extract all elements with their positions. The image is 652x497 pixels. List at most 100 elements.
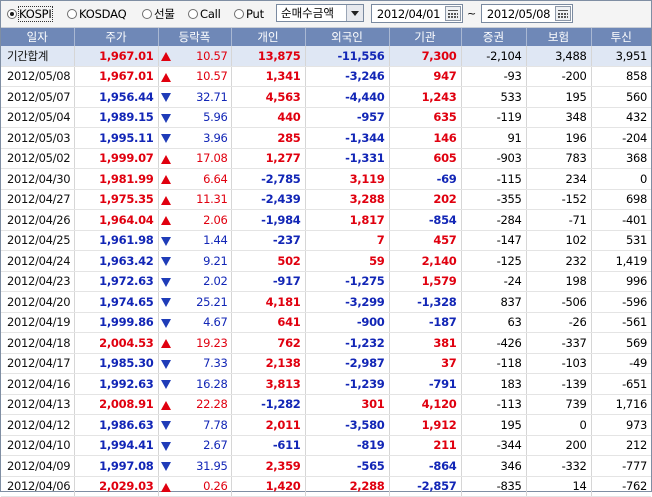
- end-date-field[interactable]: 2012/05/08: [481, 4, 573, 23]
- price-cell: 1,964.04: [74, 209, 159, 231]
- trust-cell: 698: [591, 189, 651, 210]
- table-row[interactable]: 2012/04/09 1,997.08 31.95 2,359 -565 -864 346-…: [1, 455, 651, 477]
- change-value: 19.23: [196, 335, 228, 350]
- inst-cell: 457: [389, 230, 462, 251]
- date-cell: 기간합계: [1, 46, 75, 67]
- table-row[interactable]: 2012/04/18 2,004.53 19.23 762 -1,232 381 -426-…: [1, 332, 651, 354]
- trust-cell: -204: [591, 127, 651, 149]
- calendar-icon[interactable]: [445, 6, 461, 21]
- trust-cell: 996: [591, 271, 651, 292]
- table-row[interactable]: 2012/04/06 2,029.03 0.26 1,420 2,288 -2,857 -8…: [1, 476, 651, 497]
- table-row[interactable]: 2012/04/24 1,963.42 9.21 502 59 2,140 -125 232 1…: [1, 250, 651, 272]
- indiv-cell: 13,875: [231, 46, 306, 67]
- table-row[interactable]: 2012/04/30 1,981.99 6.64 -2,785 3,119 -69 -115…: [1, 168, 651, 190]
- inst-cell: 7,300: [389, 46, 462, 67]
- table-row[interactable]: 2012/04/25 1,961.98 1.44 -237 7 457 -147 102 531: [1, 230, 651, 251]
- table-row[interactable]: 2012/05/02 1,999.07 17.08 1,277 -1,331 605 -90…: [1, 148, 651, 169]
- change-value: 32.71: [196, 89, 228, 104]
- trust-cell: 3,951: [591, 46, 651, 67]
- radio-futures[interactable]: 선물: [142, 6, 175, 22]
- price-cell: 1,992.63: [74, 373, 159, 395]
- table-row[interactable]: 2012/04/23 1,972.63 2.02 -917 -1,275 1,579 -24…: [1, 271, 651, 292]
- col-header-securities[interactable]: 증권: [461, 28, 527, 46]
- change-value: 2.02: [203, 274, 228, 289]
- radio-dot-icon: [188, 9, 198, 19]
- col-header-change[interactable]: 등락폭: [158, 28, 232, 46]
- sec-cell: -113: [461, 394, 527, 415]
- date-cell: 2012/04/25: [1, 230, 75, 251]
- up-arrow-icon: [160, 175, 171, 184]
- radio-call[interactable]: Call: [188, 6, 221, 22]
- trust-cell: 368: [591, 148, 651, 169]
- price-cell: 1,967.01: [74, 46, 159, 67]
- ins-cell: -337: [526, 332, 592, 354]
- table-row[interactable]: 2012/04/16 1,992.63 16.28 3,813 -1,239 -791 18…: [1, 373, 651, 395]
- change-cell: 5.96: [158, 107, 232, 128]
- col-header-date[interactable]: 일자: [1, 28, 75, 46]
- table-row[interactable]: 2012/04/10 1,994.41 2.67 -611 -819 211 -344 200…: [1, 435, 651, 456]
- col-header-insurance[interactable]: 보험: [526, 28, 592, 46]
- change-value: 7.33: [203, 356, 228, 371]
- inst-cell: -2,857: [389, 476, 462, 497]
- date-cell: 2012/04/13: [1, 394, 75, 415]
- change-cell: 17.08: [158, 148, 232, 169]
- metric-select[interactable]: 순매수금액: [276, 4, 364, 22]
- sec-cell: -903: [461, 148, 527, 169]
- radio-kospi[interactable]: KOSPI: [7, 6, 53, 22]
- calendar-icon[interactable]: [555, 6, 571, 21]
- foreign-cell: 2,288: [305, 476, 390, 497]
- sec-cell: 63: [461, 312, 527, 333]
- price-cell: 1,963.42: [74, 250, 159, 272]
- radio-kosdaq[interactable]: KOSDAQ: [67, 6, 127, 22]
- change-value: 31.95: [196, 458, 228, 473]
- down-arrow-icon: [160, 134, 171, 143]
- foreign-cell: -900: [305, 312, 390, 333]
- col-header-individual[interactable]: 개인: [231, 28, 306, 46]
- table-row[interactable]: 2012/05/04 1,989.15 5.96 440 -957 635 -119 348 4…: [1, 107, 651, 128]
- price-cell: 1,985.30: [74, 353, 159, 374]
- col-header-institution[interactable]: 기관: [389, 28, 462, 46]
- ins-cell: 14: [526, 476, 592, 497]
- table-row[interactable]: 2012/05/07 1,956.44 32.71 4,563 -4,440 1,243 5…: [1, 86, 651, 108]
- radio-label: KOSDAQ: [79, 7, 127, 21]
- sec-cell: -835: [461, 476, 527, 497]
- ins-cell: 200: [526, 435, 592, 456]
- foreign-cell: 7: [305, 230, 390, 251]
- ins-cell: 348: [526, 107, 592, 128]
- table-row[interactable]: 2012/04/20 1,974.65 25.21 4,181 -3,299 -1,328…: [1, 291, 651, 313]
- table-row[interactable]: 2012/04/19 1,999.86 4.67 641 -900 -187 63 -26 -5…: [1, 312, 651, 333]
- table-row[interactable]: 2012/04/27 1,975.35 11.31 -2,439 3,288 202 -35…: [1, 189, 651, 210]
- table-row[interactable]: 2012/04/17 1,985.30 7.33 2,138 -2,987 37 -118-…: [1, 353, 651, 374]
- inst-cell: 605: [389, 148, 462, 169]
- table-row[interactable]: 2012/05/08 1,967.01 10.57 1,341 -3,246 947 -93…: [1, 66, 651, 87]
- investor-table: 일자 주가 등락폭 개인 외국인 기관 증권 보험 투신 기간합계 1,967.0…: [1, 28, 651, 497]
- table-row[interactable]: 2012/04/12 1,986.63 7.78 2,011 -3,580 1,912 19…: [1, 414, 651, 436]
- inst-cell: 211: [389, 435, 462, 456]
- table-row[interactable]: 2012/04/13 2,008.91 22.28 -1,282 301 4,120 -11…: [1, 394, 651, 415]
- foreign-cell: -957: [305, 107, 390, 128]
- col-header-price[interactable]: 주가: [74, 28, 159, 46]
- change-value: 2.67: [203, 438, 228, 453]
- table-header-row: 일자 주가 등락폭 개인 외국인 기관 증권 보험 투신: [1, 28, 651, 46]
- summary-row[interactable]: 기간합계 1,967.01 10.57 13,875 -11,556 7,300 -2,10…: [1, 46, 651, 67]
- foreign-cell: -1,232: [305, 332, 390, 354]
- price-cell: 1,999.86: [74, 312, 159, 333]
- date-cell: 2012/04/10: [1, 435, 75, 456]
- price-cell: 1,994.41: [74, 435, 159, 456]
- col-header-trust[interactable]: 투신: [591, 28, 651, 46]
- change-cell: 3.96: [158, 127, 232, 149]
- sec-cell: 195: [461, 414, 527, 436]
- indiv-cell: 285: [231, 127, 306, 149]
- dropdown-button[interactable]: [346, 5, 363, 21]
- indiv-cell: 502: [231, 250, 306, 272]
- sec-cell: 837: [461, 291, 527, 313]
- radio-put[interactable]: Put: [234, 6, 264, 22]
- change-cell: 10.57: [158, 46, 232, 67]
- table-row[interactable]: 2012/05/03 1,995.11 3.96 285 -1,344 146 91 196-…: [1, 127, 651, 149]
- start-date-field[interactable]: 2012/04/01: [371, 4, 463, 23]
- sec-cell: 91: [461, 127, 527, 149]
- col-header-foreign[interactable]: 외국인: [305, 28, 390, 46]
- change-value: 22.28: [196, 397, 228, 412]
- trust-cell: 858: [591, 66, 651, 87]
- table-row[interactable]: 2012/04/26 1,964.04 2.06 -1,984 1,817 -854 -28…: [1, 209, 651, 231]
